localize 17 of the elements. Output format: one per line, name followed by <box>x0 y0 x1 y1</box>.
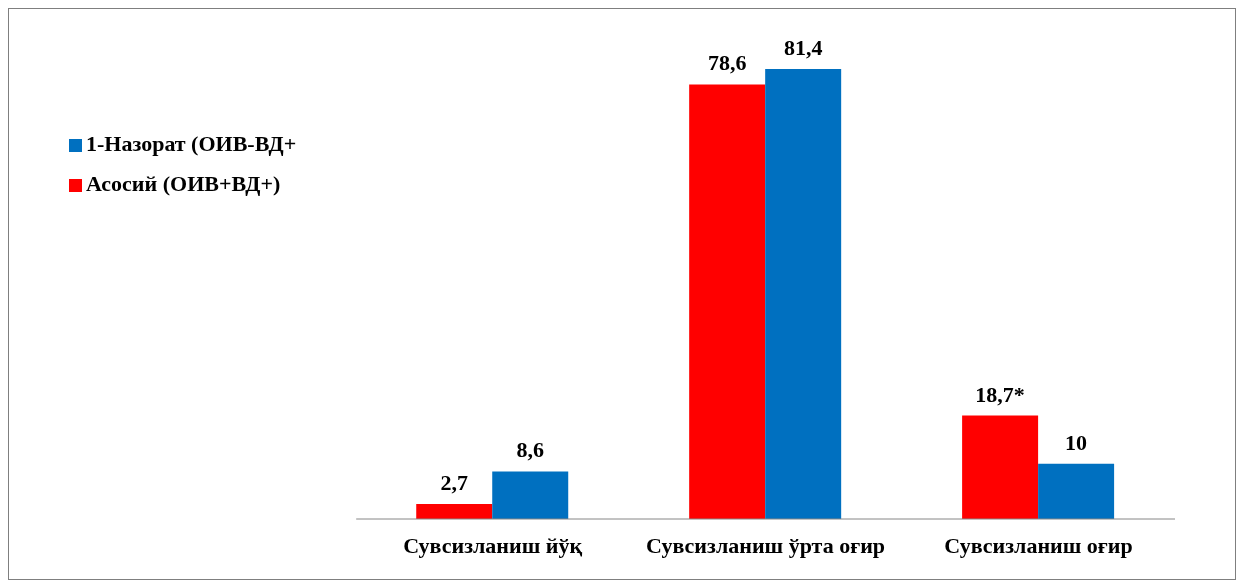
bar <box>416 504 493 519</box>
data-label: 8,6 <box>516 437 544 463</box>
data-label: 78,6 <box>707 50 747 76</box>
x-tick-label: Сувсизланиш оғир <box>944 532 1133 558</box>
data-label: 10 <box>1065 429 1088 455</box>
bar <box>765 69 842 519</box>
bar <box>492 471 569 519</box>
bar <box>689 84 766 519</box>
data-label: 81,4 <box>783 35 823 60</box>
bar <box>962 415 1039 519</box>
data-label: 18,7* <box>975 381 1025 407</box>
legend-label: Асосий (ОИВ+ВД+) <box>86 171 281 196</box>
x-tick-label: Сувсизланиш ўрта оғир <box>646 532 886 558</box>
bar <box>1038 463 1115 519</box>
x-tick-label: Сувсизланиш йўқ <box>403 532 583 558</box>
data-label: 2,7 <box>440 470 468 496</box>
legend-label: 1-Назорат (ОИВ-ВД+ <box>86 131 297 156</box>
